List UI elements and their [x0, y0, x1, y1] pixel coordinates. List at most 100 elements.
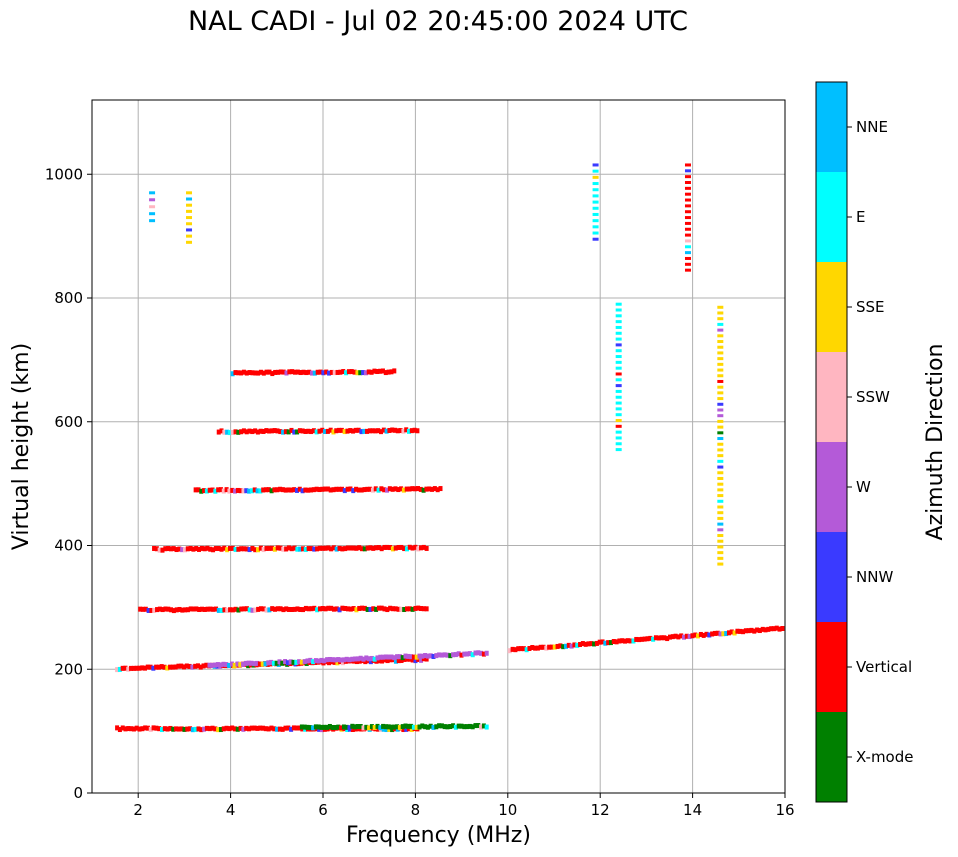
echo-point [659, 635, 664, 641]
echo-point [325, 724, 330, 730]
echo-point [230, 487, 235, 493]
echo-point [717, 516, 724, 520]
echo-point [186, 216, 193, 220]
x-tick-label: 14 [683, 801, 702, 819]
echo-point [140, 665, 145, 671]
echo-point [179, 663, 184, 669]
echo-point [227, 726, 232, 732]
echo-point [404, 546, 409, 552]
echo-point [173, 664, 178, 670]
echo-point [311, 659, 316, 665]
echo-point [331, 606, 336, 612]
echo-point [746, 628, 751, 634]
echo-point [358, 655, 363, 661]
echo-point [355, 656, 360, 662]
echo-point [777, 626, 782, 632]
echo-point [184, 663, 189, 669]
echo-point [717, 362, 724, 366]
echo-point [225, 607, 230, 613]
echo-point [372, 368, 377, 374]
grid-layer [92, 100, 786, 794]
echo-point [467, 723, 472, 729]
echo-point [355, 370, 360, 376]
echo-point [186, 209, 193, 213]
echo-point [266, 660, 271, 666]
echo-point [393, 658, 398, 664]
echo-point [287, 606, 292, 612]
echo-point [341, 369, 346, 375]
echo-point [266, 487, 271, 493]
echo-point [272, 546, 277, 552]
echo-point [615, 314, 622, 318]
echo-point [333, 725, 338, 731]
echo-point [292, 487, 297, 493]
echo-point [615, 302, 622, 306]
echo-point [313, 658, 318, 664]
echo-point [311, 487, 316, 493]
echo-point [404, 486, 409, 492]
echo-point [239, 606, 244, 612]
echo-point [280, 726, 285, 732]
echo-point [343, 605, 348, 611]
echo-point [431, 654, 436, 660]
echo-point [117, 666, 122, 672]
echo-point [275, 428, 280, 434]
echo-point [239, 370, 244, 376]
echo-point [238, 662, 243, 668]
echo-point [252, 487, 257, 493]
echo-point [717, 465, 724, 469]
echo-point [395, 654, 400, 660]
colorbar-swatch [816, 262, 847, 352]
echo-point [717, 534, 724, 538]
echo-point [378, 654, 383, 660]
echo-point [303, 605, 308, 611]
echo-point [285, 660, 290, 666]
echo-point [424, 656, 429, 662]
echo-point [247, 370, 252, 376]
echo-point [316, 724, 321, 730]
echo-point [717, 494, 724, 498]
echo-point [154, 725, 159, 731]
echo-point [392, 655, 397, 661]
echo-point [435, 487, 440, 493]
echo-point [233, 488, 238, 494]
echo-point [369, 724, 374, 730]
echo-point [287, 369, 292, 375]
echo-point [615, 419, 622, 423]
echo-point [351, 606, 356, 612]
echo-point [575, 642, 580, 648]
echo-point [289, 487, 294, 493]
echo-point [252, 725, 257, 731]
echo-point [393, 606, 398, 612]
echo-point [191, 546, 196, 552]
echo-point [615, 360, 622, 364]
echo-point [634, 636, 639, 642]
echo-point [717, 448, 724, 452]
echo-point [210, 725, 215, 731]
echo-point [309, 429, 314, 435]
echo-point [344, 370, 349, 376]
echo-point [207, 726, 212, 732]
echo-point [371, 606, 376, 612]
echo-point [348, 545, 353, 551]
echo-point [145, 664, 150, 670]
echo-point [238, 488, 243, 494]
echo-point [375, 723, 380, 729]
echo-point [246, 663, 251, 669]
echo-point [387, 427, 392, 433]
echo-point [434, 653, 439, 659]
echo-point [351, 428, 356, 434]
echo-point [159, 664, 164, 670]
echo-point [717, 511, 724, 515]
echo-point [409, 726, 414, 732]
echo-point [372, 725, 377, 731]
x-tick-label: 2 [133, 801, 143, 819]
echo-point [304, 370, 309, 376]
echo-point [620, 638, 625, 644]
echo-point [215, 662, 220, 668]
echo-point [308, 657, 313, 663]
echo-point [389, 654, 394, 660]
echo-point [386, 654, 391, 660]
echo-point [344, 724, 349, 730]
echo-point [225, 429, 230, 435]
